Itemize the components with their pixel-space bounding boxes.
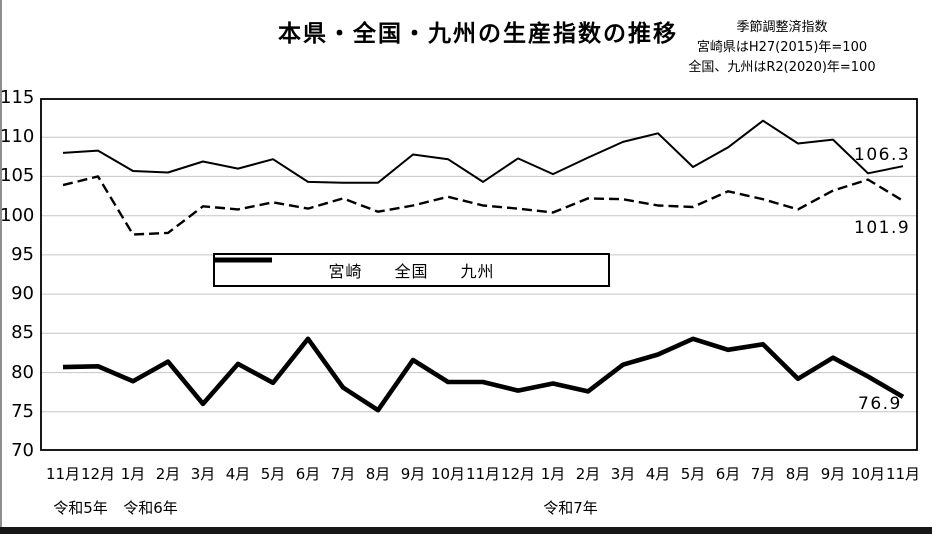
legend-item-miyazaki: 宮崎	[215, 257, 363, 282]
chart-notes: 季節調整済指数 宮崎県はH27(2015)年=100 全国、九州はR2(2020…	[682, 18, 882, 78]
x-axis-tick-label: 12月	[500, 465, 536, 483]
kyushu-line-swatch-icon	[215, 259, 272, 261]
x-axis-tick-label: 7月	[750, 465, 776, 483]
x-axis-tick-label: 2月	[155, 465, 181, 483]
x-axis-tick-label: 3月	[190, 465, 216, 483]
y-axis-tick-label: 75	[11, 401, 34, 422]
x-axis-tick-label: 8月	[365, 465, 391, 483]
note-line-1: 季節調整済指数	[736, 20, 828, 35]
year-label: 令和6年	[123, 499, 178, 517]
x-axis-tick-label: 4月	[645, 465, 671, 483]
x-axis-tick-label: 11月	[45, 465, 81, 483]
x-axis-tick-label: 7月	[330, 465, 356, 483]
x-axis-tick-label: 1月	[540, 465, 566, 483]
legend-item-zenkoku: 全国	[215, 258, 429, 282]
y-axis-tick-label: 115	[0, 87, 35, 108]
year-label: 令和5年	[53, 499, 108, 517]
x-axis-tick-label: 6月	[715, 465, 741, 483]
y-axis-tick-label: 100	[0, 205, 35, 226]
x-axis-tick-label: 3月	[610, 465, 636, 483]
x-axis-tick-label: 11月	[465, 465, 501, 483]
series-line-zenkoku	[62, 175, 904, 236]
x-axis-tick-label: 10月	[430, 465, 466, 483]
y-axis-tick-label: 110	[0, 126, 35, 147]
window-bottom-edge	[0, 527, 932, 534]
y-axis-tick-label: 70	[11, 440, 34, 461]
y-axis-tick-label: 80	[11, 362, 34, 383]
plot-area: 宮崎 全国 九州	[40, 98, 918, 451]
chart-title: 本県・全国・九州の生産指数の推移	[278, 21, 678, 47]
miyazaki-last-value-label: 76.9	[858, 394, 902, 414]
line-chart-canvas	[40, 98, 918, 451]
series-line-miyazaki	[62, 336, 905, 413]
note-line-3: 全国、九州はR2(2020)年=100	[688, 60, 876, 75]
x-axis-tick-label: 5月	[680, 465, 706, 483]
y-axis-tick-label: 90	[11, 283, 34, 304]
y-axis-tick-label: 85	[11, 322, 34, 343]
x-axis-tick-label: 8月	[785, 465, 811, 483]
kyushu-last-value-label: 106.3	[854, 145, 911, 165]
legend: 宮崎 全国 九州	[213, 253, 610, 287]
year-label: 令和7年	[543, 499, 598, 517]
x-axis-tick-label: 9月	[400, 465, 426, 483]
series-line-kyushu	[62, 119, 904, 184]
x-axis-tick-label: 12月	[80, 465, 116, 483]
note-line-2: 宮崎県はH27(2015)年=100	[696, 40, 868, 55]
x-axis-tick-label: 5月	[260, 465, 286, 483]
y-axis-tick-label: 105	[0, 165, 35, 186]
y-axis-tick-label: 95	[11, 244, 34, 265]
legend-item-kyushu: 九州	[215, 258, 495, 282]
zenkoku-last-value-label: 101.9	[854, 218, 911, 238]
x-axis-tick-label: 11月	[885, 465, 921, 483]
x-axis-tick-label: 2月	[575, 465, 601, 483]
x-axis-tick-label: 4月	[225, 465, 251, 483]
x-axis-tick-label: 10月	[850, 465, 886, 483]
legend-label-miyazaki: 宮崎	[328, 262, 363, 281]
plot-border	[40, 98, 918, 451]
legend-label-kyushu: 九州	[460, 262, 495, 281]
window-left-edge	[0, 0, 2, 534]
x-axis-tick-label: 6月	[295, 465, 321, 483]
x-axis-tick-label: 1月	[120, 465, 146, 483]
legend-label-zenkoku: 全国	[394, 262, 429, 281]
x-axis-tick-label: 9月	[820, 465, 846, 483]
